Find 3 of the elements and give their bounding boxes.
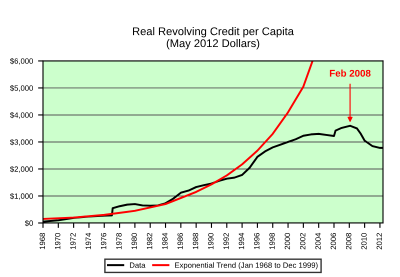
chart-title: Real Revolving Credit per Capita (May 2012 Dollars) xyxy=(133,27,294,50)
annotation: Feb 2008 xyxy=(330,70,371,77)
line-series xyxy=(43,60,314,220)
